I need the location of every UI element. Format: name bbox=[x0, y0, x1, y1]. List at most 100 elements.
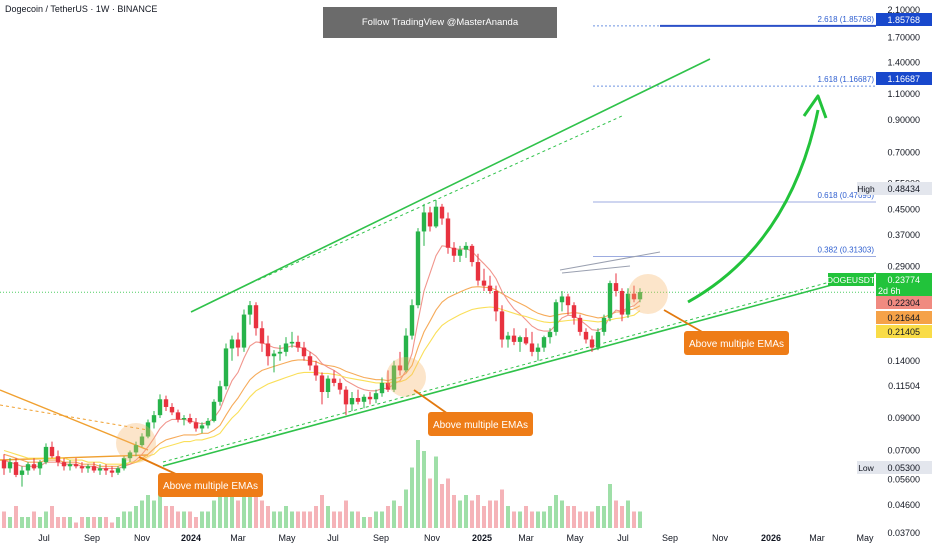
volume-bar bbox=[152, 500, 156, 528]
candle-body bbox=[391, 365, 397, 390]
candle bbox=[103, 464, 109, 475]
y-tick-label: 0.14000 bbox=[887, 356, 920, 366]
candle-body bbox=[223, 348, 229, 387]
follow-banner[interactable]: Follow TradingView @MasterAnanda bbox=[323, 7, 557, 38]
candle-body bbox=[109, 470, 115, 473]
volume-bar bbox=[464, 495, 468, 528]
volume-bar bbox=[80, 517, 84, 528]
x-tick-label: Mar bbox=[230, 533, 246, 543]
x-tick-label: Nov bbox=[134, 533, 151, 543]
volume-bar bbox=[314, 506, 318, 528]
y-tick-label: 0.70000 bbox=[887, 147, 920, 157]
candle bbox=[499, 305, 505, 348]
y-tick-label: 0.07000 bbox=[887, 446, 920, 456]
wedge-mid-line bbox=[0, 404, 149, 431]
candle-body bbox=[523, 337, 529, 344]
volume-bar bbox=[554, 495, 558, 528]
price-label-value: 0.21644 bbox=[887, 313, 920, 323]
volume-bar bbox=[356, 511, 360, 528]
highlight-circle bbox=[116, 423, 156, 463]
candle-body bbox=[457, 249, 463, 256]
ema-lines bbox=[3, 245, 641, 469]
candle bbox=[493, 285, 499, 322]
volume-bar bbox=[104, 517, 108, 528]
candle bbox=[49, 441, 55, 459]
candle bbox=[385, 370, 391, 393]
candle-body bbox=[355, 398, 361, 402]
candle-body bbox=[325, 378, 331, 393]
candle bbox=[289, 331, 295, 348]
candle-body bbox=[583, 331, 589, 340]
volume-bar bbox=[134, 506, 138, 528]
x-tick-label: 2025 bbox=[472, 533, 492, 543]
candle-body bbox=[241, 314, 247, 348]
green-arrow-head bbox=[802, 94, 828, 119]
volume-bar bbox=[302, 511, 306, 528]
candle-body bbox=[337, 382, 343, 390]
ema-line bbox=[3, 245, 641, 469]
candle-body bbox=[565, 296, 571, 306]
candle-body bbox=[169, 406, 175, 413]
resistance-line-2 bbox=[561, 265, 631, 274]
callout-text: Above multiple EMAs bbox=[433, 420, 528, 431]
candle-body bbox=[295, 341, 301, 348]
candle bbox=[205, 417, 211, 429]
candle-body bbox=[133, 445, 139, 453]
volume-bar bbox=[416, 440, 420, 528]
candle-body bbox=[199, 425, 205, 429]
callout-line bbox=[138, 456, 179, 476]
candle-body bbox=[247, 305, 253, 315]
candle bbox=[319, 372, 325, 405]
candle bbox=[187, 413, 193, 424]
candle bbox=[73, 458, 79, 469]
volume-bar bbox=[398, 506, 402, 528]
channel-lower-line bbox=[162, 272, 877, 467]
x-axis: Jul Sep Nov 2024 Mar May Jul Sep Nov 2025 Mar May Ju… bbox=[38, 533, 874, 543]
candle-body bbox=[367, 396, 373, 400]
y-tick-label: 1.40000 bbox=[887, 58, 920, 68]
candle-body bbox=[589, 339, 595, 348]
candle-body bbox=[319, 375, 325, 393]
highlight-circle bbox=[628, 274, 668, 314]
x-tick-label: Jul bbox=[617, 533, 629, 543]
candle-body bbox=[259, 328, 265, 344]
candle-body bbox=[157, 399, 163, 416]
volume-bar bbox=[332, 511, 336, 528]
candle-body bbox=[421, 212, 427, 232]
volume-bar bbox=[524, 506, 528, 528]
callout-box bbox=[158, 473, 263, 497]
candle bbox=[397, 351, 403, 376]
volume-bar bbox=[326, 506, 330, 528]
candle-body bbox=[361, 396, 367, 402]
candle-body bbox=[163, 399, 169, 407]
candle bbox=[307, 351, 313, 371]
candle bbox=[463, 242, 469, 258]
candle-body bbox=[451, 247, 457, 256]
volume-bars bbox=[2, 440, 642, 528]
candle-body bbox=[331, 378, 337, 383]
candle bbox=[403, 328, 409, 373]
callout-box bbox=[684, 331, 789, 355]
candle-body bbox=[73, 464, 79, 467]
candle bbox=[43, 443, 49, 465]
volume-bar bbox=[86, 517, 90, 528]
candle bbox=[223, 343, 229, 390]
candle-body bbox=[289, 341, 295, 344]
volume-bar bbox=[494, 500, 498, 528]
price-label-box bbox=[876, 182, 932, 195]
volume-bar bbox=[188, 511, 192, 528]
candle bbox=[607, 280, 613, 322]
channel-mid-line bbox=[257, 115, 623, 281]
candle-body bbox=[97, 468, 103, 471]
volume-bar bbox=[368, 517, 372, 528]
channel-lower-dashed bbox=[162, 281, 831, 463]
candle-body bbox=[535, 347, 541, 352]
candle-body bbox=[475, 262, 481, 281]
candle-body bbox=[307, 356, 313, 366]
candle-body bbox=[91, 466, 97, 471]
volume-bar bbox=[176, 511, 180, 528]
candle bbox=[379, 377, 385, 397]
